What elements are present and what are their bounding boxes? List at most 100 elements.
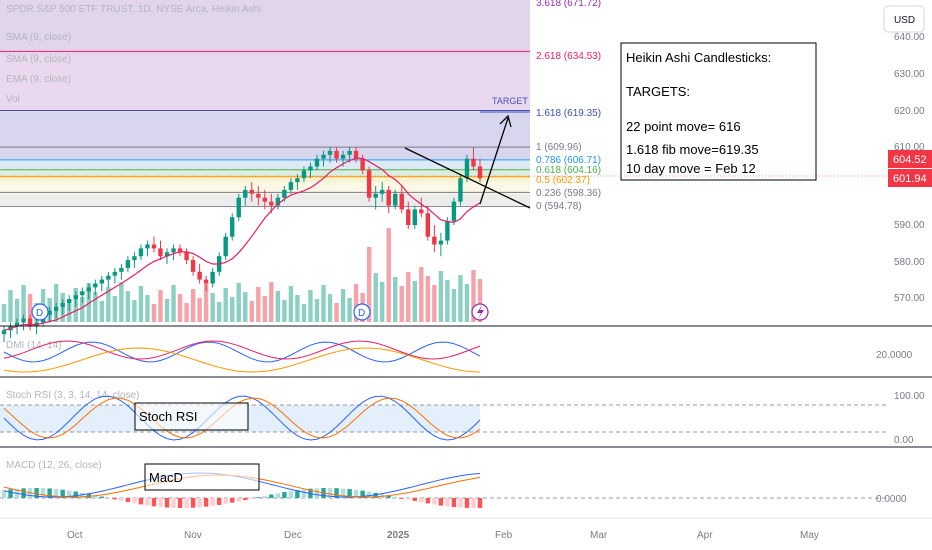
macd-bar (471, 498, 476, 508)
volume-bar (230, 297, 235, 322)
macd-bar (406, 498, 411, 500)
candle-body (184, 252, 189, 261)
candle-body (125, 260, 131, 268)
candle-body (262, 197, 268, 202)
candle-body (432, 236, 437, 245)
macd-bar (438, 498, 444, 506)
candle-body (171, 248, 176, 253)
macd-bar (171, 498, 176, 508)
macd-bar (47, 488, 52, 498)
macd-bar (301, 489, 307, 498)
fib-label-1618: 1.618 (619.35) (536, 108, 601, 119)
macd-bar (464, 498, 470, 508)
macd-bar (73, 491, 78, 498)
candle-body (86, 287, 91, 292)
fib-band-0618 (0, 176, 530, 182)
volume-bar (288, 286, 294, 322)
candle-body (425, 213, 431, 237)
candle-body (197, 271, 202, 280)
dividend-marker-1[interactable] (31, 303, 49, 321)
macd-bar (334, 488, 339, 498)
volume-bar (1, 304, 7, 322)
candle-body (230, 217, 235, 237)
volume-bar (464, 284, 470, 322)
candle-body (308, 166, 313, 171)
currency-button-label: USD (894, 15, 915, 26)
fib-label-0236: 0.236 (598.36) (536, 188, 601, 199)
fib-label-2618: 2.618 (634.53) (536, 51, 601, 62)
candle-body (471, 158, 476, 167)
fib-label-0618: 0.618 (604.16) (536, 165, 601, 176)
volume-bar (243, 292, 248, 322)
macd-bar (125, 498, 131, 503)
macd-bar (216, 498, 222, 505)
macd-bar (99, 496, 105, 498)
macd-bar (112, 498, 118, 500)
time-tick-apr: Apr (697, 530, 713, 541)
candle-body (236, 197, 241, 218)
volume-bar (393, 277, 398, 322)
fib-label-05: 0.5 (602.37) (536, 175, 590, 186)
candle-body (282, 189, 287, 198)
candle-body (393, 193, 398, 206)
volume-bar (412, 281, 417, 322)
candle-body (321, 154, 326, 159)
candle-body (275, 197, 281, 206)
candle-body (477, 166, 483, 179)
macd-bar (40, 488, 46, 498)
volume-bar (86, 283, 91, 322)
macd-bar (353, 489, 359, 498)
candle-body (373, 193, 378, 198)
candle-body (158, 248, 163, 257)
macd-bar (223, 498, 228, 504)
macd-annotation-box (144, 463, 260, 491)
candle-body (119, 267, 124, 272)
volume-bar (379, 282, 385, 322)
volume-bar (223, 288, 228, 322)
candle-body (190, 260, 196, 272)
volume-bar (14, 299, 20, 322)
price-badge-1 (888, 150, 932, 168)
dividend-marker-2-label: D (358, 308, 365, 319)
macd-bar (34, 488, 39, 498)
fib-label-0: 0 (594.78) (536, 201, 582, 212)
macd-bar (295, 490, 300, 498)
annotation-line-7: 10 day move = Feb 12 (626, 161, 756, 176)
volume-bar (256, 287, 261, 322)
volume-bar (366, 247, 372, 322)
volume-bar (308, 290, 313, 322)
candle-body (243, 189, 248, 198)
volume-bar (236, 283, 241, 322)
macd-bar (249, 498, 254, 499)
macd-bar (177, 498, 183, 508)
macd-bar (53, 488, 59, 498)
candle-body (99, 279, 105, 284)
macd-bar (432, 498, 437, 505)
candle-body (112, 271, 118, 276)
lightning-icon (477, 305, 484, 319)
macd-bar (203, 498, 209, 507)
currency-button[interactable] (883, 5, 925, 33)
macd-bar (80, 492, 85, 498)
stoch-axis-100: 100.00 (894, 391, 925, 402)
volume-bar (334, 303, 339, 322)
volume-bar (112, 296, 118, 322)
candle-body (360, 158, 365, 171)
price-badge-2 (888, 169, 932, 187)
candle-body (223, 236, 228, 257)
macd-bar (151, 498, 157, 507)
candle-body (399, 193, 404, 210)
macd-bar (366, 491, 372, 498)
volume-bar (145, 295, 150, 322)
volume-bar (197, 298, 202, 322)
fib-label-0786: 0.786 (606.71) (536, 155, 601, 166)
volume-bar (249, 301, 254, 322)
volume-bars (1, 228, 483, 322)
fib-band-05 (0, 182, 530, 194)
volume-bar (106, 287, 111, 322)
candle-body (132, 256, 137, 261)
macd-bar (269, 494, 274, 498)
stoch-axis-0: 0.00 (894, 435, 914, 446)
dividend-marker-2[interactable] (353, 303, 371, 321)
